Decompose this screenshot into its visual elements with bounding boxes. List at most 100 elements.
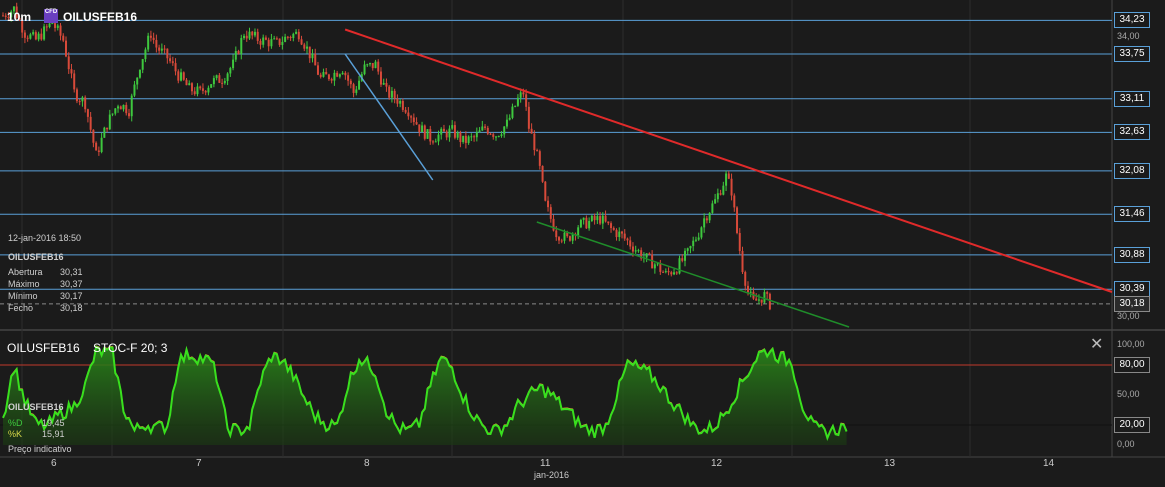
oscillator-indicator[interactable]: STOC-F 20; 3 <box>93 341 168 355</box>
candle-body <box>306 46 309 49</box>
candle-body <box>204 90 207 93</box>
stoch-axis-tick: 50,00 <box>1117 389 1140 399</box>
candle-body <box>579 219 582 228</box>
candle-body <box>640 250 643 259</box>
candle-body <box>599 216 602 224</box>
candle-body <box>289 36 292 39</box>
candle-body <box>352 84 355 93</box>
candle-body <box>369 63 372 65</box>
candle-body <box>610 223 613 228</box>
candle-body <box>23 32 26 38</box>
candle-body <box>54 23 57 28</box>
candle-body <box>256 31 259 41</box>
candle-body <box>588 221 591 229</box>
candle-body <box>440 128 443 135</box>
candle-body <box>333 72 336 81</box>
candle-body <box>763 292 766 303</box>
candle-body <box>218 75 221 83</box>
candle-body <box>503 126 506 135</box>
candle-body <box>432 141 435 143</box>
candle-body <box>388 86 391 98</box>
candle-body <box>418 124 421 133</box>
candle-body <box>240 38 243 54</box>
candle-body <box>273 38 276 40</box>
candle-body <box>363 64 366 75</box>
candle-body <box>631 246 634 252</box>
candle-body <box>188 83 191 86</box>
candle-body <box>43 26 46 40</box>
candle-body <box>445 131 448 138</box>
candle-body <box>385 82 388 87</box>
candle-body <box>119 106 122 110</box>
candle-body <box>138 69 141 78</box>
candle-body <box>766 292 769 294</box>
candle-body <box>92 129 95 143</box>
candle-body <box>530 128 533 134</box>
candle-body <box>448 128 451 138</box>
candle-body <box>114 108 117 114</box>
price-level-label: 34,23 <box>1114 12 1150 29</box>
candle-body <box>760 299 763 303</box>
candle-body <box>37 33 40 40</box>
candle-body <box>730 178 733 196</box>
symbol-title: OILUSFEB16 <box>63 10 138 24</box>
stoch-level-label: 80,00 <box>1114 357 1150 373</box>
candle-body <box>694 239 697 241</box>
candle-body <box>746 285 749 293</box>
candle-body <box>297 31 300 40</box>
candle-body <box>637 250 640 252</box>
candle-body <box>248 31 251 39</box>
candle-body <box>379 71 382 85</box>
close-icon[interactable]: ✕ <box>1090 336 1104 353</box>
stoch-d-row: %D 19,45 <box>8 418 65 428</box>
candle-body <box>64 40 67 57</box>
candle-body <box>174 63 177 72</box>
candle-body <box>571 233 574 241</box>
candle-body <box>2 15 4 17</box>
candle-body <box>486 127 489 134</box>
candle-body <box>10 11 13 18</box>
price-level-label: 32,08 <box>1114 162 1150 179</box>
candle-body <box>582 217 585 220</box>
candle-body <box>401 100 404 110</box>
candle-body <box>577 227 580 236</box>
candle-body <box>292 33 295 39</box>
candle-body <box>18 17 21 20</box>
interval-label[interactable]: 10m <box>7 10 32 24</box>
candle-body <box>193 91 196 95</box>
candle-body <box>103 127 106 138</box>
candle-body <box>662 271 665 273</box>
candle-body <box>516 97 519 106</box>
candle-body <box>736 207 739 234</box>
candle-body <box>182 72 185 80</box>
stoch-area <box>3 346 847 445</box>
candle-body <box>7 16 10 18</box>
candle-body <box>659 263 662 272</box>
candle-body <box>106 127 109 130</box>
candle-body <box>259 40 262 45</box>
candle-body <box>67 56 70 70</box>
candle-body <box>158 47 161 51</box>
candle-body <box>664 271 667 273</box>
x-tick-label: 8 <box>364 458 370 469</box>
candle-body <box>738 233 741 251</box>
candle-body <box>78 101 81 103</box>
candle-body <box>533 133 536 151</box>
candle-body <box>464 135 467 143</box>
candle-body <box>407 112 410 117</box>
candle-body <box>489 133 492 135</box>
candle-body <box>264 37 267 40</box>
candle-body <box>492 134 495 137</box>
candle-body <box>84 97 87 110</box>
candle-body <box>338 74 341 77</box>
candle-body <box>32 32 35 35</box>
candle-body <box>514 105 517 107</box>
candle-body <box>366 64 369 66</box>
candle-body <box>314 53 317 66</box>
stoch-axis-tick: 100,00 <box>1117 339 1145 349</box>
candle-body <box>141 59 144 70</box>
candle-body <box>95 142 98 151</box>
candle-body <box>755 298 758 301</box>
candle-body <box>645 253 648 258</box>
